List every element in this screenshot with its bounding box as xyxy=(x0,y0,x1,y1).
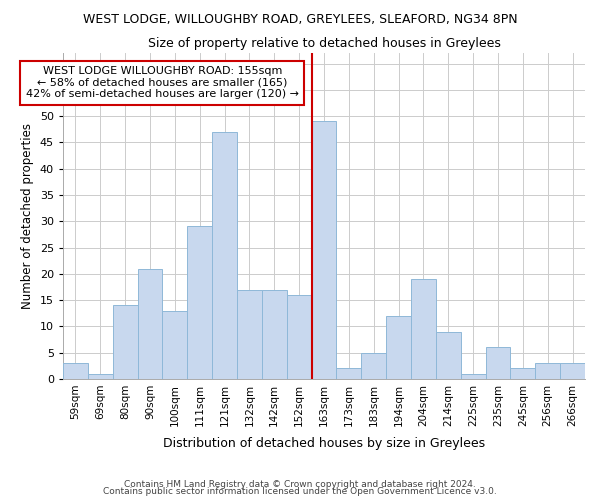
Bar xyxy=(560,363,585,379)
Y-axis label: Number of detached properties: Number of detached properties xyxy=(21,123,34,309)
Text: WEST LODGE WILLOUGHBY ROAD: 155sqm
← 58% of detached houses are smaller (165)
42: WEST LODGE WILLOUGHBY ROAD: 155sqm ← 58%… xyxy=(26,66,299,100)
Bar xyxy=(311,122,337,379)
Bar xyxy=(361,352,386,379)
Bar xyxy=(163,310,187,379)
Text: Contains HM Land Registry data © Crown copyright and database right 2024.: Contains HM Land Registry data © Crown c… xyxy=(124,480,476,489)
Bar xyxy=(411,279,436,379)
Bar xyxy=(137,268,163,379)
Bar xyxy=(88,374,113,379)
Bar xyxy=(485,348,511,379)
Text: Contains public sector information licensed under the Open Government Licence v3: Contains public sector information licen… xyxy=(103,487,497,496)
Bar xyxy=(262,290,287,379)
Bar xyxy=(237,290,262,379)
Bar xyxy=(113,306,137,379)
Bar xyxy=(535,363,560,379)
Bar xyxy=(187,226,212,379)
Bar xyxy=(461,374,485,379)
Bar xyxy=(386,316,411,379)
Title: Size of property relative to detached houses in Greylees: Size of property relative to detached ho… xyxy=(148,38,500,51)
X-axis label: Distribution of detached houses by size in Greylees: Distribution of detached houses by size … xyxy=(163,437,485,450)
Bar xyxy=(63,363,88,379)
Bar xyxy=(337,368,361,379)
Text: WEST LODGE, WILLOUGHBY ROAD, GREYLEES, SLEAFORD, NG34 8PN: WEST LODGE, WILLOUGHBY ROAD, GREYLEES, S… xyxy=(83,12,517,26)
Bar xyxy=(212,132,237,379)
Bar xyxy=(287,295,311,379)
Bar xyxy=(511,368,535,379)
Bar xyxy=(436,332,461,379)
